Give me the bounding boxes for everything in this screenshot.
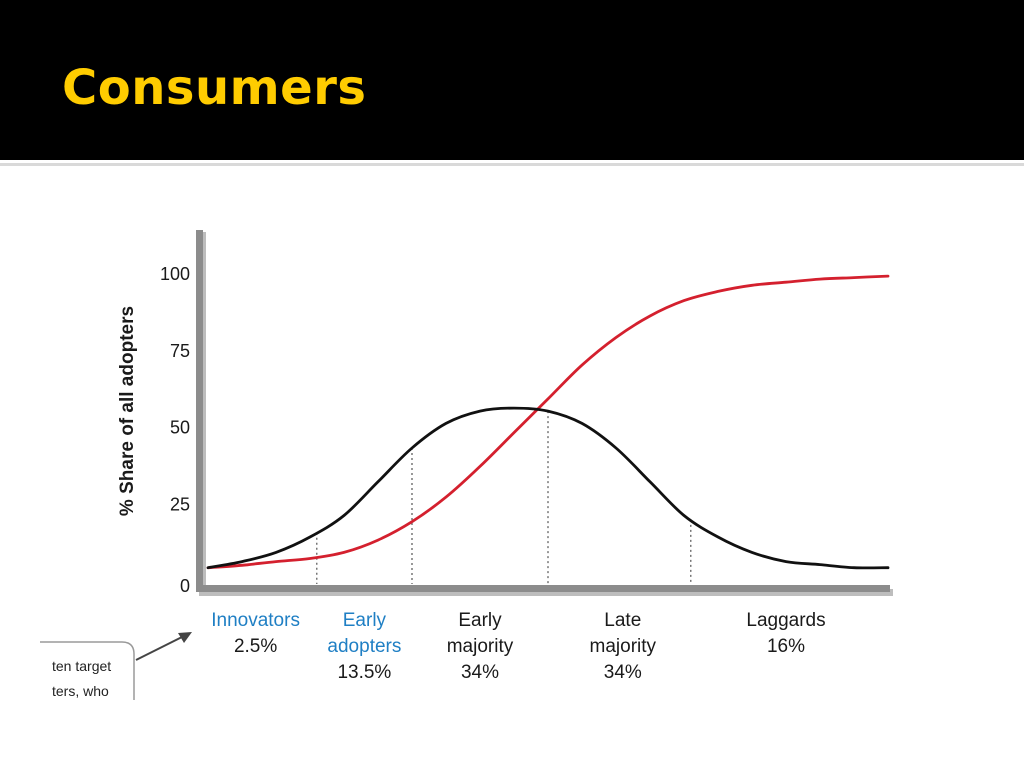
y-axis [196,230,203,592]
segment-label: Innovators 2.5% [211,610,300,657]
segment-label: Late majority 34% [590,610,657,683]
callout-line-2: ters, who [52,683,109,699]
y-axis-label: % Share of all adopters [117,306,138,516]
axes [196,230,893,596]
segment-labels: Innovators 2.5% Early adopters 13.5% Early maj… [211,610,825,683]
x-axis-shadow [199,589,893,596]
callout-border [40,641,135,700]
segment-name: Early [458,610,502,631]
x-axis [196,585,890,592]
callout-box: ten target ters, who [40,632,192,700]
segment-label: Laggards 16% [746,610,825,657]
adoption-bell-curve [206,406,890,570]
segment-name: Laggards [746,610,825,631]
segment-share: 34% [604,662,642,683]
segment-share: 34% [461,662,499,683]
slide-title: Consumers [62,60,367,116]
segment-label: Early adopters 13.5% [327,610,401,683]
y-tick-label: 100 [160,264,190,284]
slide-header [0,0,1024,160]
segment-share: 2.5% [234,636,277,657]
y-tick-labels: 0 25 50 75 100 [160,264,190,596]
arrow-head-icon [178,632,192,643]
segment-name: majority [590,636,657,657]
segment-name: adopters [327,636,401,657]
series-lines [206,274,890,570]
segment-name: Early [343,610,387,631]
callout-line-1: ten target [52,658,111,674]
segment-name: majority [447,636,514,657]
y-tick-label: 25 [170,494,190,514]
y-tick-label: 50 [170,418,190,438]
segment-name: Late [604,610,641,631]
y-tick-label: 0 [180,576,190,596]
segment-share: 16% [767,636,805,657]
y-tick-label: 75 [170,341,190,361]
segment-share: 13.5% [337,662,391,683]
header-divider [0,163,1024,166]
segment-label: Early majority 34% [447,610,514,683]
arrow-up-right-icon [135,635,185,661]
segment-name: Innovators [211,610,300,631]
cumulative-adoption-line [206,274,890,570]
segment-dividers [316,411,692,584]
